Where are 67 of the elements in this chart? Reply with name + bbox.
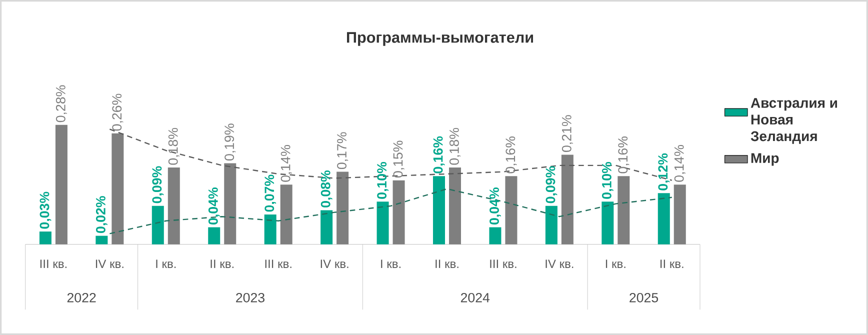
data-label: 0,18% [168,128,180,165]
x-tick-label: IV кв. [320,260,348,268]
data-label: 0,03% [40,192,52,229]
data-label: 0,16% [433,136,445,174]
legend-label: Австралия и Новая Зеландия [750,98,837,144]
x-tick-label: I кв. [156,260,176,268]
x-tick-label: II кв. [210,260,234,268]
bar [112,133,124,244]
data-label: 0,14% [280,145,292,182]
data-label: 0,21% [562,115,573,152]
bar [561,154,574,244]
bar [449,168,461,244]
x-tick-label: III кв. [40,260,67,268]
bar [208,227,220,244]
bar [224,163,236,244]
legend-label: Мир [751,153,779,166]
data-label: 0,16% [506,136,517,174]
data-label: 0,19% [224,124,236,160]
text: 2022 [67,292,96,302]
bar [336,172,349,244]
bar [264,214,276,244]
bar [320,210,333,244]
data-label: 0,12% [658,153,670,190]
data-label: 0,26% [112,94,124,131]
data-label: 0,08% [320,170,332,208]
bar [376,202,389,244]
bar [602,202,614,244]
bar [152,206,164,244]
bar [674,184,686,244]
x-tick-label: II кв. [436,260,458,268]
x-tick-label: IV кв. [546,260,574,268]
bar [658,193,670,244]
bar [280,184,292,244]
bar [505,176,518,244]
data-label: 0,04% [490,188,501,224]
data-label: 0,17% [337,132,348,170]
bar [55,124,68,244]
data-label: 0,15% [393,140,404,178]
x-tick-label: IV кв. [96,260,124,268]
data-label: 0,18% [450,128,461,165]
x-tick-label: I кв. [606,260,626,268]
bar [39,232,52,244]
bar [433,176,446,244]
data-label: 0,09% [152,166,164,204]
bar [545,206,558,244]
data-label: 0,16% [618,136,630,174]
text: 2025 [630,292,658,302]
x-tick-label: II кв. [660,260,684,268]
x-tick-label: I кв. [381,260,400,268]
bar [618,176,630,244]
x-tick-label: III кв. [490,260,516,268]
text: 2024 [460,292,490,302]
data-label: 0,10% [377,162,388,199]
bar [168,168,180,244]
x-tick-label: III кв. [265,260,292,268]
data-label: 0,09% [546,166,558,204]
bar [489,227,502,244]
text: 2023 [236,292,264,302]
data-label: 0,14% [674,145,686,182]
data-label: 0,10% [602,162,614,199]
bar [96,236,108,244]
data-label: 0,28% [56,85,67,122]
data-label: 0,02% [96,196,108,233]
bar [392,180,405,244]
chart-title: Программы-вымогатели [347,32,534,46]
data-label: 0,07% [264,174,276,212]
data-label: 0,04% [208,188,220,224]
